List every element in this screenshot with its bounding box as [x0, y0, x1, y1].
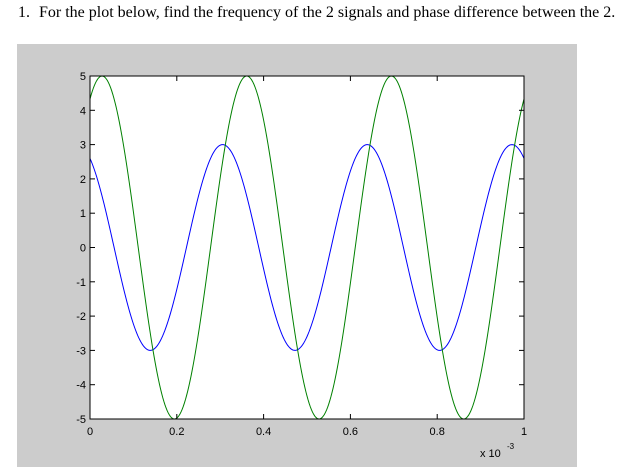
series-line-green: [89, 75, 525, 420]
x-tick-label: 0.4: [256, 426, 271, 438]
series-line-blue: [89, 144, 525, 351]
x-multiplier-label: x 10: [480, 448, 501, 460]
y-tick-label: 1: [80, 208, 86, 220]
y-tick-label: 2: [80, 174, 86, 186]
y-tick-label: -2: [76, 311, 86, 323]
plot-area: [90, 76, 524, 419]
y-tick-label: 3: [80, 140, 86, 152]
tick-labels: 0 0.2 0.4 0.6 0.8 1 5 4 3 2 1 0 -1 -2 -3 -4 -5: [76, 71, 527, 438]
matlab-figure: 0 0.2 0.4 0.6 0.8 1 5 4 3 2 1 0 -1 -2 -3 -4 -5 x 10 -3: [17, 44, 577, 467]
y-tick-label: -1: [76, 277, 86, 289]
x-multiplier-exponent: -3: [507, 442, 515, 451]
y-tick-label: -3: [76, 345, 86, 357]
series-layer: [89, 75, 525, 420]
axes-frame: [89, 75, 525, 420]
y-tick-label: 4: [80, 105, 86, 117]
question-number: 1.: [18, 4, 30, 21]
x-tick-label: 1: [521, 426, 527, 438]
x-tick-label: 0.8: [430, 426, 445, 438]
y-tick-label: 0: [80, 243, 86, 255]
x-tick-label: 0: [87, 426, 93, 438]
x-tick-label: 0.6: [343, 426, 358, 438]
line-chart: 0 0.2 0.4 0.6 0.8 1 5 4 3 2 1 0 -1 -2 -3 -4 -5 x 10 -3: [76, 71, 527, 460]
question-body: For the plot below, find the frequency o…: [39, 4, 616, 21]
y-tick-label: 5: [80, 71, 86, 83]
y-tick-label: -4: [76, 380, 86, 392]
x-tick-label: 0.2: [169, 426, 184, 438]
question-text: 1. For the plot below, find the frequency…: [18, 4, 615, 22]
y-tick-label: -5: [76, 414, 86, 426]
